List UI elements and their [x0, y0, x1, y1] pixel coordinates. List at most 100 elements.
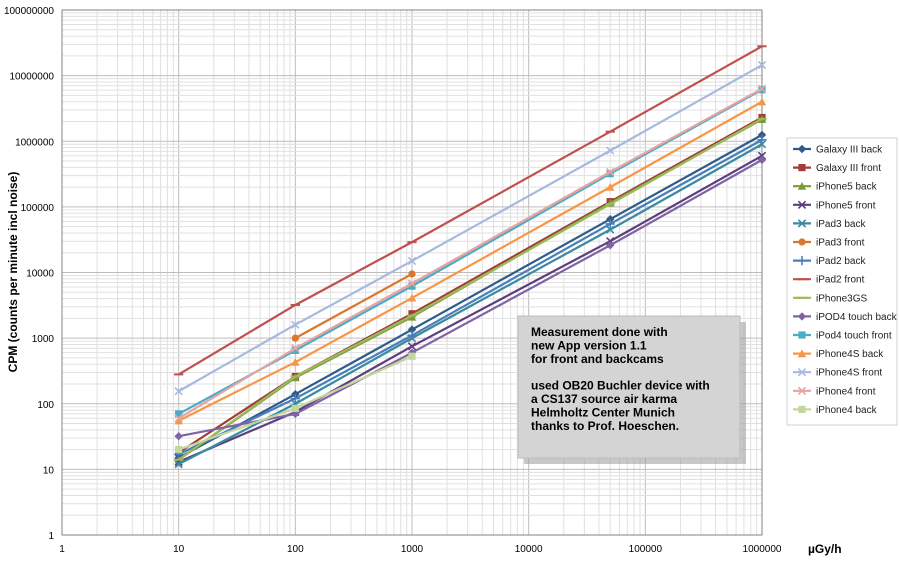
- legend-item: iPhone4 front: [793, 386, 876, 397]
- data-point: [174, 387, 183, 396]
- annotation-line: used OB20 Buchler device with: [531, 379, 710, 393]
- data-point: [174, 414, 183, 423]
- annotation-line: new App version 1.1: [531, 338, 647, 352]
- legend-item: iPOD4 touch back: [793, 312, 898, 323]
- annotation-line: thanks to Prof. Hoeschen.: [531, 419, 679, 433]
- series-14: [175, 352, 416, 454]
- legend-item: iPhone4S front: [793, 368, 882, 379]
- data-point: [757, 60, 767, 70]
- legend-label: iPOD4 touch back: [816, 312, 898, 323]
- series-layer: [174, 45, 767, 469]
- legend-label: iPad2 back: [816, 256, 866, 267]
- data-point: [606, 214, 615, 224]
- legend-label: iPad3 back: [816, 219, 866, 230]
- legend-label: iPad2 front: [816, 275, 865, 286]
- annotation-line: Measurement done with: [531, 325, 668, 339]
- legend-marker: [797, 144, 807, 154]
- data-point: [407, 279, 417, 288]
- legend-item: iPhone4 back: [793, 405, 878, 416]
- data-point: [407, 256, 417, 266]
- legend-label: Galaxy III back: [816, 145, 883, 156]
- annotation-line: for front and backcams: [531, 352, 664, 366]
- x-tick-label: 10: [173, 544, 185, 555]
- data-point: [757, 155, 767, 165]
- legend-marker: [798, 238, 806, 246]
- y-tick-label: 10: [43, 465, 55, 476]
- legend-label: Galaxy III front: [816, 163, 881, 174]
- data-point: [605, 219, 615, 229]
- series-13: [174, 84, 767, 423]
- legend-label: iPhone3GS: [816, 293, 867, 304]
- legend-marker: [797, 219, 807, 228]
- legend-label: iPhone4 back: [816, 405, 878, 416]
- data-point: [606, 241, 615, 250]
- data-point: [606, 146, 615, 155]
- legend-label: iPod4 touch front: [816, 331, 892, 342]
- legend-item: iPad2 back: [793, 256, 866, 267]
- legend-marker: [797, 182, 807, 190]
- grid: [61, 10, 762, 536]
- annotation-line: a CS137 source air karma: [531, 392, 677, 406]
- y-axis-title: CPM (counts per minute incl noise): [6, 172, 20, 373]
- legend-item: Galaxy III back: [793, 145, 883, 156]
- legend-item: iPad3 back: [793, 219, 866, 230]
- legend: Galaxy III back Galaxy III front iPhone5 b…: [786, 137, 898, 426]
- legend-label: iPhone4S back: [816, 349, 884, 360]
- data-point: [175, 446, 183, 454]
- data-point: [291, 357, 300, 366]
- legend-item: iPad2 front: [793, 275, 865, 286]
- x-tick-label: 1000: [401, 544, 424, 555]
- y-tick-label: 1000: [32, 334, 55, 345]
- legend-item: iPad3 front: [793, 238, 865, 249]
- y-tick-label: 10000000: [10, 72, 55, 83]
- x-tick-label: 1: [59, 544, 65, 555]
- y-tick-label: 1000000: [15, 137, 54, 148]
- data-point: [291, 404, 299, 412]
- data-point: [408, 352, 416, 360]
- x-tick-label: 10000: [515, 544, 543, 555]
- data-point: [291, 344, 300, 353]
- annotation-line: Helmholtz Center Munich: [531, 405, 675, 419]
- series-11: [174, 97, 767, 425]
- series-5: [291, 270, 416, 342]
- x-tick-label: 1000000: [743, 544, 782, 555]
- y-tick-label: 10000: [26, 269, 54, 280]
- series-8: [174, 117, 767, 461]
- legend-marker: [797, 386, 807, 395]
- plot-border: [61, 9, 763, 536]
- x-tick-label: 100000: [629, 544, 663, 555]
- data-point: [291, 346, 299, 355]
- legend-label: iPhone5 front: [816, 200, 876, 211]
- data-point: [175, 410, 183, 418]
- legend-label: iPhone5 back: [816, 182, 878, 193]
- data-point: [408, 270, 416, 278]
- legend-item: iPhone4S back: [793, 349, 884, 360]
- data-point: [290, 393, 300, 404]
- legend-label: iPhone4S front: [816, 368, 882, 379]
- data-point: [408, 282, 416, 290]
- y-tick-label: 100: [37, 400, 54, 411]
- legend-marker: [797, 256, 807, 266]
- data-point: [407, 342, 417, 351]
- legend-item: iPhone5 front: [793, 200, 876, 211]
- data-point: [757, 84, 767, 93]
- data-point: [757, 130, 767, 140]
- data-point: [174, 432, 183, 441]
- legend-marker: [798, 405, 806, 413]
- legend-item: iPhone3GS: [793, 293, 867, 304]
- y-tick-label: 100000: [21, 203, 55, 214]
- data-point: [407, 330, 417, 341]
- data-point: [174, 460, 183, 469]
- legend-item: iPod4 touch front: [793, 331, 892, 342]
- data-point: [407, 325, 417, 334]
- legend-marker: [797, 200, 807, 209]
- data-point: [407, 293, 417, 302]
- tick-labels: 1 10 100 1000 10000 100000 1000000 1 10 100 1000 10…: [4, 6, 782, 555]
- data-point: [606, 182, 615, 191]
- legend-marker: [798, 331, 806, 339]
- data-point: [757, 135, 767, 145]
- data-point: [291, 320, 300, 329]
- y-tick-label: 100000000: [4, 6, 54, 17]
- series-line: [294, 272, 413, 340]
